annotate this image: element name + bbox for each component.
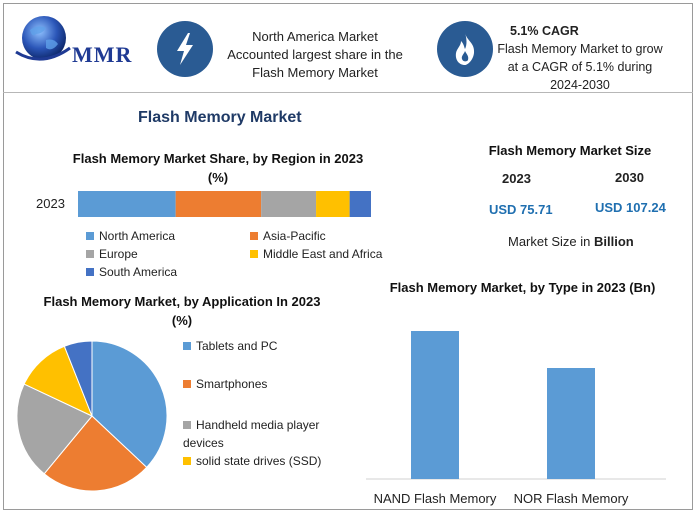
application-pie bbox=[16, 340, 168, 492]
header-divider bbox=[3, 92, 693, 93]
legend-europe: Europe bbox=[86, 247, 138, 261]
pie-legend-handheld: Handheld media player devices bbox=[183, 416, 333, 452]
region-segment-south-america bbox=[349, 191, 371, 217]
info-north-america: North America Market Accounted largest s… bbox=[215, 28, 415, 82]
legend-swatch bbox=[250, 249, 258, 258]
region-segment-europe bbox=[261, 191, 317, 217]
note-unit: Billion bbox=[593, 234, 634, 249]
info2-line2: at a CAGR of 5.1% during bbox=[507, 60, 653, 74]
region-segment-asia-pacific bbox=[175, 191, 262, 217]
flame-icon bbox=[437, 21, 493, 77]
region-chart-title: Flash Memory Market Share, by Region in … bbox=[72, 151, 364, 185]
legend-swatch bbox=[86, 249, 94, 258]
legend-asia-pacific: Asia-Pacific bbox=[250, 229, 326, 243]
pie-slice-1 bbox=[91, 340, 168, 469]
globe-icon bbox=[15, 16, 71, 61]
page-frame bbox=[3, 3, 693, 510]
info2-line1: Flash Memory Market to grow bbox=[497, 42, 663, 56]
market-size-note: Market Size in Billion bbox=[508, 234, 634, 249]
year-2030: 2030 bbox=[615, 170, 644, 185]
value-2030: USD 107.24 bbox=[595, 200, 666, 215]
logo-text: MMR bbox=[72, 42, 133, 67]
pie-slice-3 bbox=[16, 383, 93, 475]
note-prefix: Market Size in bbox=[508, 234, 594, 249]
region-segment-north-america bbox=[78, 191, 176, 217]
legend-label: Handheld media player devices bbox=[183, 418, 320, 450]
lightning-icon bbox=[157, 21, 213, 77]
region-segment-middle-east-and-africa bbox=[316, 191, 350, 217]
type-bar-chart: NAND Flash Memory NOR Flash Memory bbox=[366, 331, 666, 506]
legend-swatch bbox=[183, 341, 191, 350]
header: MMR North America Market Accounted large… bbox=[0, 0, 698, 92]
region-stacked-bar bbox=[78, 191, 371, 217]
pie-legend-tablets: Tablets and PC bbox=[183, 339, 277, 353]
info1-line2: Accounted largest share in the bbox=[227, 47, 403, 62]
market-size-title: Flash Memory Market Size bbox=[488, 143, 652, 158]
legend-south-america: South America bbox=[86, 265, 177, 279]
legend-middle-east-africa: Middle East and Africa bbox=[250, 247, 382, 261]
pie-legend-smartphones: Smartphones bbox=[183, 377, 267, 391]
info1-line1: North America Market bbox=[252, 29, 378, 44]
info-cagr: 5.1% CAGR Flash Memory Market to grow at… bbox=[490, 22, 670, 94]
legend-swatch bbox=[183, 420, 191, 429]
info2-line3: 2024-2030 bbox=[550, 78, 610, 92]
legend-swatch bbox=[86, 231, 94, 240]
pie-legend-ssd: solid state drives (SSD) bbox=[183, 454, 321, 468]
pie-slice-5 bbox=[63, 340, 93, 417]
legend-swatch bbox=[183, 379, 191, 388]
pie-slice-2 bbox=[43, 415, 148, 492]
legend-label: solid state drives (SSD) bbox=[196, 454, 322, 468]
region-bar-category: 2023 bbox=[36, 196, 65, 211]
logo: MMR bbox=[12, 12, 142, 68]
page-title: Flash Memory Market bbox=[138, 109, 302, 126]
year-2023: 2023 bbox=[502, 171, 531, 186]
info1-line3: Flash Memory Market bbox=[252, 65, 378, 80]
type-chart-title: Flash Memory Market, by Type in 2023 (Bn… bbox=[389, 280, 656, 295]
legend-label: Tablets and PC bbox=[196, 339, 278, 353]
application-chart-title: Flash Memory Market, by Application In 2… bbox=[43, 294, 321, 328]
legend-label: Europe bbox=[99, 247, 138, 261]
legend-label: North America bbox=[99, 229, 176, 243]
legend-label: South America bbox=[99, 265, 178, 279]
type-bar-1 bbox=[411, 331, 459, 479]
legend-label: Smartphones bbox=[196, 377, 268, 391]
legend-label: Asia-Pacific bbox=[263, 229, 326, 243]
legend-swatch bbox=[250, 231, 258, 240]
type-bar-2 bbox=[547, 368, 595, 479]
cagr-title: 5.1% CAGR bbox=[510, 24, 579, 38]
legend-north-america: North America bbox=[86, 229, 175, 243]
legend-label: Middle East and Africa bbox=[263, 247, 383, 261]
type-bar-label-1: NAND Flash Memory bbox=[374, 491, 497, 506]
legend-swatch bbox=[86, 267, 94, 276]
legend-swatch bbox=[183, 456, 191, 465]
type-bar-label-2: NOR Flash Memory bbox=[514, 491, 629, 506]
value-2023: USD 75.71 bbox=[489, 202, 553, 217]
